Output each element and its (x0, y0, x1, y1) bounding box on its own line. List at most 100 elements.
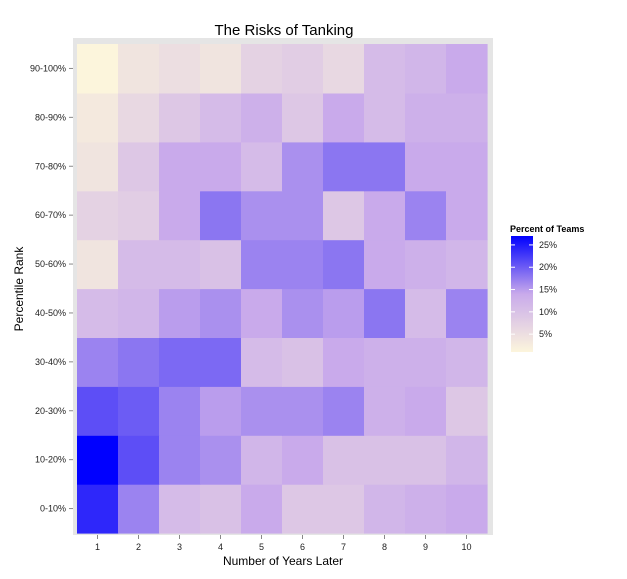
legend-colorbar (511, 236, 533, 352)
legend-tick-label: 15% (539, 285, 557, 295)
heatmap-cell (282, 190, 324, 241)
heatmap-cell (159, 484, 201, 534)
heatmap-cell (323, 337, 365, 387)
heatmap-cell (200, 288, 242, 338)
heatmap-cell (405, 386, 447, 436)
heatmap-cell (77, 435, 119, 485)
x-tick-label: 5 (259, 542, 264, 552)
heatmap-cell (405, 141, 447, 192)
heatmap-cell (446, 190, 488, 241)
heatmap-cell (323, 190, 365, 241)
heatmap-cell (323, 435, 365, 485)
heatmap-cell (118, 386, 160, 436)
heatmap-cell (118, 239, 160, 290)
heatmap-cell (118, 484, 160, 534)
heatmap-cell (282, 386, 324, 436)
heatmap-cell (159, 435, 201, 485)
heatmap-cell (77, 337, 119, 387)
heatmap-cell (446, 386, 488, 436)
y-tick-label: 50-60% (35, 259, 66, 269)
y-tick-label: 20-30% (35, 406, 66, 416)
legend-tick-label: 5% (539, 329, 552, 339)
y-axis-ticks: 0-10% 10-20% 20-30% 30-40% 40-50% 50-60% 60-70… (30, 63, 73, 514)
heatmap-cells (77, 44, 488, 534)
heatmap-cell (200, 190, 242, 241)
y-tick-label: 60-70% (35, 210, 66, 220)
legend-tick-label: 25% (539, 240, 557, 250)
heatmap-cell (241, 141, 283, 192)
heatmap-cell (159, 288, 201, 338)
y-tick-label: 0-10% (40, 504, 66, 514)
heatmap-cell (405, 435, 447, 485)
heatmap-cell (241, 44, 283, 94)
heatmap-cell (323, 239, 365, 290)
x-tick-label: 7 (341, 542, 346, 552)
heatmap-cell (200, 239, 242, 290)
heatmap-cell (446, 239, 488, 290)
heatmap-cell (446, 288, 488, 338)
heatmap-cell (405, 288, 447, 338)
heatmap-cell (364, 190, 406, 241)
heatmap-cell (159, 141, 201, 192)
heatmap-cell (77, 141, 119, 192)
legend: Percent of Teams 25% 20% 15% 10% 5% (510, 224, 584, 352)
heatmap-cell (200, 337, 242, 387)
heatmap-cell (241, 337, 283, 387)
heatmap-cell (241, 288, 283, 338)
heatmap-cell (200, 92, 242, 143)
heatmap-cell (364, 141, 406, 192)
heatmap-cell (323, 386, 365, 436)
heatmap-cell (200, 141, 242, 192)
heatmap-cell (159, 386, 201, 436)
heatmap-cell (159, 337, 201, 387)
legend-tick-label: 20% (539, 262, 557, 272)
x-tick-label: 6 (300, 542, 305, 552)
heatmap-cell (364, 435, 406, 485)
heatmap-cell (118, 288, 160, 338)
heatmap-cell (282, 288, 324, 338)
x-axis-title: Number of Years Later (223, 554, 343, 568)
heatmap-cell (405, 484, 447, 534)
heatmap-cell (364, 288, 406, 338)
heatmap-cell (77, 386, 119, 436)
heatmap-cell (159, 44, 201, 94)
heatmap-cell (241, 386, 283, 436)
chart-title: The Risks of Tanking (215, 22, 354, 39)
heatmap-cell (446, 484, 488, 534)
heatmap-cell (159, 239, 201, 290)
legend-title: Percent of Teams (510, 224, 584, 234)
heatmap-cell (77, 288, 119, 338)
heatmap-cell (405, 44, 447, 94)
y-tick-label: 10-20% (35, 455, 66, 465)
heatmap-cell (364, 484, 406, 534)
x-tick-label: 4 (218, 542, 223, 552)
y-tick-label: 40-50% (35, 308, 66, 318)
heatmap-cell (77, 239, 119, 290)
heatmap-cell (241, 484, 283, 534)
heatmap-cell (364, 337, 406, 387)
heatmap-cell (282, 141, 324, 192)
heatmap-cell (200, 44, 242, 94)
heatmap-cell (241, 435, 283, 485)
heatmap-cell (405, 190, 447, 241)
heatmap-cell (323, 44, 365, 94)
y-tick-label: 70-80% (35, 161, 66, 171)
y-tick-label: 30-40% (35, 357, 66, 367)
heatmap-cell (446, 44, 488, 94)
heatmap-cell (200, 386, 242, 436)
heatmap-cell (118, 190, 160, 241)
heatmap-cell (118, 44, 160, 94)
heatmap-cell (77, 190, 119, 241)
x-tick-label: 10 (461, 542, 471, 552)
heatmap-cell (241, 190, 283, 241)
heatmap-cell (405, 239, 447, 290)
y-tick-label: 80-90% (35, 112, 66, 122)
heatmap-cell (200, 484, 242, 534)
heatmap-cell (405, 92, 447, 143)
heatmap-cell (282, 337, 324, 387)
heatmap-cell (323, 141, 365, 192)
heatmap-cell (159, 92, 201, 143)
heatmap-cell (323, 92, 365, 143)
heatmap-cell (118, 337, 160, 387)
